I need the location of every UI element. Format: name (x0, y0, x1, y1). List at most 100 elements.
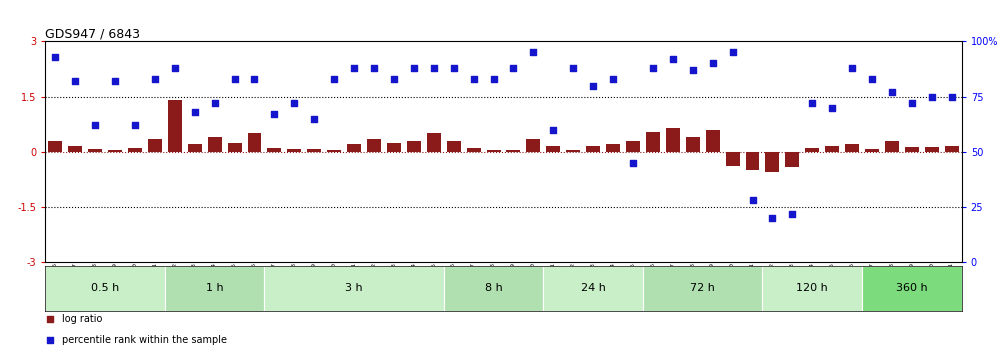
Bar (566, 150, 580, 152)
Bar (89, 149, 102, 152)
Bar (686, 137, 700, 152)
Point (206, 100, 223, 106)
Point (537, 278, 553, 284)
Point (685, 67, 701, 73)
Bar (745, 152, 759, 170)
Point (386, 76, 402, 82)
Point (127, 122, 143, 128)
Bar (287, 149, 301, 152)
Bar (128, 148, 142, 152)
Bar (626, 141, 640, 152)
Point (923, 94, 940, 99)
Point (247, 76, 263, 82)
Point (366, 65, 382, 71)
Point (167, 65, 183, 71)
Point (665, 56, 681, 62)
Point (147, 76, 163, 82)
Bar (327, 150, 341, 152)
Point (426, 65, 442, 71)
Point (904, 100, 920, 106)
Point (744, 198, 760, 203)
Point (784, 211, 801, 216)
Bar (108, 150, 122, 152)
Bar (642, 266, 762, 311)
Bar (765, 152, 779, 172)
Point (605, 76, 621, 82)
Bar (606, 145, 620, 152)
Text: 8 h: 8 h (484, 283, 502, 293)
Point (545, 127, 561, 132)
Text: percentile rank within the sample: percentile rank within the sample (61, 335, 227, 345)
Bar (706, 130, 720, 152)
Point (465, 76, 481, 82)
Text: 120 h: 120 h (797, 283, 828, 293)
Text: 360 h: 360 h (896, 283, 927, 293)
Bar (307, 149, 321, 152)
Point (87, 122, 103, 128)
Bar (228, 142, 242, 152)
Bar (407, 141, 421, 152)
Bar (507, 150, 521, 152)
Bar (347, 145, 362, 152)
Bar (45, 266, 165, 311)
Point (764, 215, 780, 221)
Text: log ratio: log ratio (61, 314, 102, 324)
Point (565, 65, 581, 71)
Bar (427, 134, 441, 152)
Text: 3 h: 3 h (345, 283, 363, 293)
Bar (148, 139, 162, 152)
Point (47, 54, 63, 60)
Bar (486, 150, 500, 152)
Point (844, 65, 860, 71)
Point (537, 90, 553, 95)
Bar (885, 141, 899, 152)
Bar (168, 100, 182, 152)
Point (585, 83, 601, 88)
Point (805, 100, 821, 106)
Bar (544, 266, 642, 311)
Point (446, 65, 462, 71)
Bar (165, 266, 265, 311)
Bar (265, 266, 444, 311)
Bar (825, 146, 839, 152)
Point (186, 109, 202, 115)
Bar (905, 147, 918, 152)
Bar (527, 139, 541, 152)
Point (67, 78, 84, 84)
Point (526, 50, 542, 55)
Text: 1 h: 1 h (205, 283, 224, 293)
Bar (845, 144, 859, 152)
Bar (806, 148, 820, 152)
Text: GDS947 / 6843: GDS947 / 6843 (45, 27, 140, 40)
Bar (207, 137, 222, 152)
Point (286, 100, 302, 106)
Point (644, 65, 661, 71)
Text: 0.5 h: 0.5 h (91, 283, 119, 293)
Bar (666, 128, 680, 152)
Bar (924, 147, 939, 152)
Bar (268, 148, 281, 152)
Point (824, 105, 840, 110)
Text: 24 h: 24 h (581, 283, 605, 293)
Bar (387, 142, 401, 152)
Bar (762, 266, 862, 311)
Point (326, 76, 342, 82)
Bar (865, 149, 879, 152)
Bar (68, 146, 83, 152)
Point (944, 94, 960, 99)
Text: 72 h: 72 h (690, 283, 715, 293)
Point (306, 116, 322, 121)
Point (406, 65, 422, 71)
Point (864, 76, 880, 82)
Point (227, 76, 243, 82)
Bar (187, 145, 201, 152)
Bar (466, 148, 480, 152)
Bar (444, 266, 544, 311)
Bar (586, 146, 600, 152)
Point (705, 61, 721, 66)
Point (506, 65, 522, 71)
Bar (945, 146, 959, 152)
Bar (547, 146, 560, 152)
Bar (785, 152, 800, 167)
Bar (248, 134, 262, 152)
